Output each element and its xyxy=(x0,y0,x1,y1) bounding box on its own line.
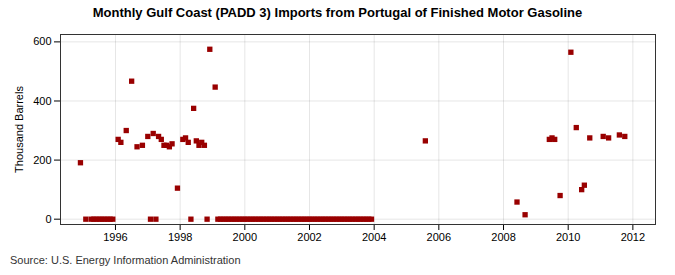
svg-text:Thousand Barrels: Thousand Barrels xyxy=(13,86,25,173)
svg-text:600: 600 xyxy=(33,35,51,47)
svg-text:2002: 2002 xyxy=(297,231,321,243)
svg-text:400: 400 xyxy=(33,95,51,107)
html-text:Monthly Gulf Coast (PADD 3) Im: Monthly Gulf Coast (PADD 3) Imports from… xyxy=(92,5,583,20)
svg-text:2012: 2012 xyxy=(621,231,645,243)
svg-text:2000: 2000 xyxy=(233,231,257,243)
svg-text:0: 0 xyxy=(45,213,51,225)
svg-text:2004: 2004 xyxy=(362,231,386,243)
svg-text:200: 200 xyxy=(33,154,51,166)
html-text:Source: U.S. Energy Informatio: Source: U.S. Energy Information Administ… xyxy=(10,254,241,266)
svg-text:2010: 2010 xyxy=(556,231,580,243)
svg-text:2008: 2008 xyxy=(491,231,515,243)
svg-text:1998: 1998 xyxy=(168,231,192,243)
svg-text:1996: 1996 xyxy=(103,231,127,243)
svg-text:2006: 2006 xyxy=(427,231,451,243)
